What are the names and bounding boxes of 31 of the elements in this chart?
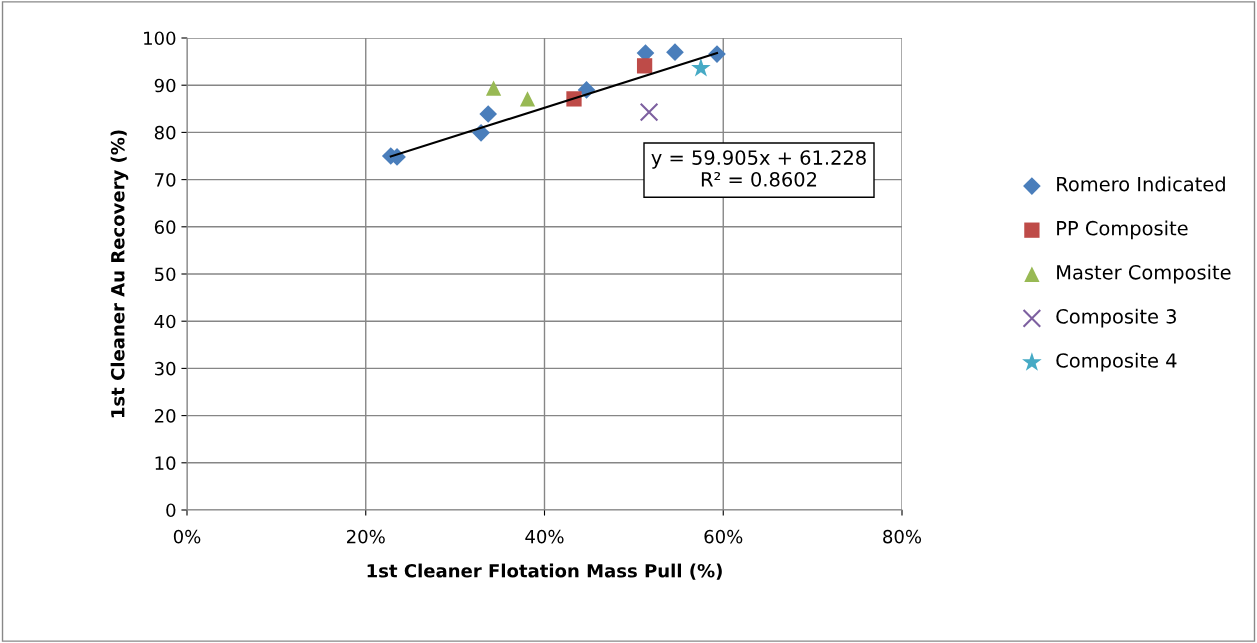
x-tick-label: 20% <box>347 529 385 544</box>
y-tick-label: 40 <box>154 314 176 329</box>
x-tick-label: 80% <box>883 529 922 544</box>
y-tick-label: 80 <box>154 125 176 140</box>
x-tick-label: 40% <box>525 529 564 544</box>
x-tick-label: 0% <box>173 529 201 544</box>
point <box>479 105 498 123</box>
point <box>485 80 502 96</box>
y-tick-label: 60 <box>154 220 176 234</box>
point <box>666 43 684 61</box>
point <box>636 58 653 74</box>
legend-label: PP Composite <box>1057 220 1188 240</box>
legend-label: Master Composite <box>1057 264 1231 284</box>
y-tick-label: 20 <box>154 409 176 423</box>
legend-label: Romero Indicated <box>1057 176 1225 192</box>
point <box>691 57 711 77</box>
y-tick-label: 50 <box>155 267 176 282</box>
y-axis-title: 1st Cleaner Au Recovery (%) <box>110 130 129 418</box>
y-tick-label: 10 <box>155 456 176 470</box>
x-tick-label: 60% <box>704 529 743 544</box>
y-tick-label: 90 <box>154 78 176 93</box>
legend-label: Composite 4 <box>1056 352 1177 372</box>
annotation: y = 59.905x + 61.228 R² = 0.8602 <box>651 150 866 187</box>
y-tick-label: 100 <box>144 31 176 46</box>
legend-label: Composite 3 <box>1056 308 1176 328</box>
y-tick-label: 0 <box>166 503 176 518</box>
x-axis-title: 1st Cleaner Flotation Mass Pull (%) <box>367 563 722 580</box>
point <box>639 102 659 122</box>
y-tick-label: 70 <box>155 173 176 187</box>
point <box>519 91 536 107</box>
y-tick-label: 30 <box>154 361 176 376</box>
